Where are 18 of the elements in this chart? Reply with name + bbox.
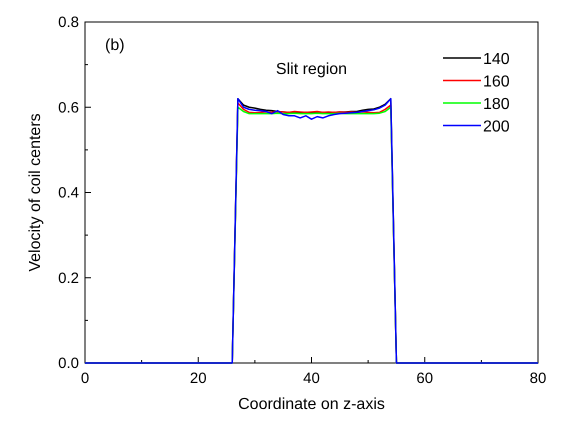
legend-label: 140 [483,51,510,68]
x-tick-label: 80 [530,370,546,387]
y-axis-title: Velocity of coil centers [27,113,44,272]
legend-label: 160 [483,74,510,90]
y-tick-label: 0.8 [58,14,79,31]
y-tick-label: 0.4 [58,184,79,202]
y-tick-label: 0.6 [58,99,79,116]
legend-label: 200 [483,118,510,136]
x-tick-label: 60 [416,370,434,387]
annotation: (b) [105,37,125,54]
y-tick-label: 0.0 [58,355,79,372]
annotation: Slit region [276,61,348,78]
legend-label: 180 [483,96,510,113]
x-tick-label: 20 [190,370,207,387]
x-tick-label: 40 [303,370,320,387]
x-tick-label: 0 [80,370,90,387]
x-axis-title: Coordinate on z-axis [238,396,385,413]
y-tick-label: 0.2 [58,270,79,287]
